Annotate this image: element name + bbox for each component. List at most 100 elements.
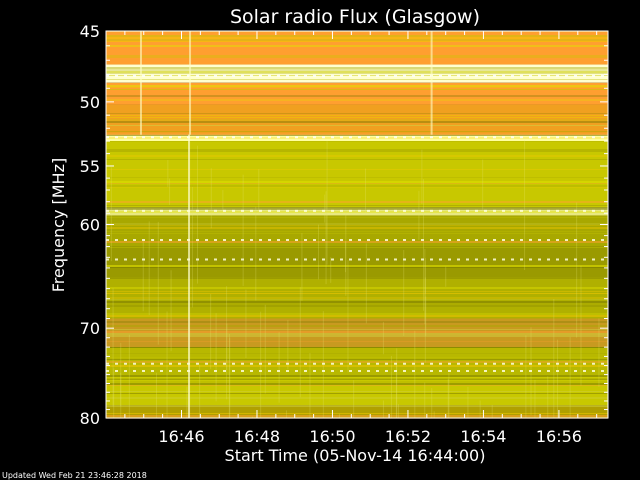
updated-timestamp: Updated Wed Feb 21 23:46:28 2018 [2,471,147,480]
heatmap-channel [106,297,608,299]
heatmap-streak [120,372,122,407]
heatmap-channel [106,359,608,360]
heatmap-channel [106,341,608,342]
x-tick-label: 16:52 [385,427,431,446]
heatmap-band [106,246,608,279]
heatmap-streak [433,411,435,418]
heatmap-streak [325,191,327,285]
heatmap-channel [106,99,608,101]
heatmap-streak [569,336,571,418]
heatmap-streak [222,190,224,213]
heatmap-streak [422,179,424,311]
heatmap-channel [106,125,608,126]
heatmap-streak [424,277,426,363]
heatmap-channel [106,187,608,188]
heatmap-channel [106,385,608,386]
heatmap-channel [106,329,608,330]
heatmap-streak [525,335,527,418]
heatmap-streak [382,400,384,418]
heatmap-streak [226,323,228,371]
heatmap-streak [110,167,112,262]
heatmap-streak [142,239,144,312]
heatmap-channel [106,331,608,333]
heatmap-streak [228,333,230,418]
heatmap-channel [106,93,608,94]
heatmap-streak [424,249,426,324]
heatmap-streak [210,168,212,229]
heatmap-channel [106,325,608,327]
heatmap-channel [106,37,608,39]
heatmap-streak [347,259,349,373]
heatmap-channel [106,35,608,37]
heatmap-channel [106,181,608,183]
heatmap-channel [106,299,608,300]
heatmap-streak [166,311,168,418]
heatmap-streak [112,288,114,407]
heatmap-channel [106,183,608,184]
heatmap-channel [106,415,608,417]
heatmap-channel [106,135,608,136]
heatmap-streak [324,194,326,223]
heatmap-channel [106,131,608,132]
heatmap-channel [106,185,608,187]
heatmap-channel [106,247,608,248]
heatmap-streak [364,168,366,216]
heatmap-channel [106,305,608,307]
heatmap-streak [424,382,426,418]
heatmap-channel [106,69,608,71]
heatmap-streak [448,372,450,418]
heatmap-streak [255,206,257,301]
heatmap-streak [157,221,159,345]
heatmap-streak [169,178,171,205]
heatmap-streak [260,311,262,418]
heatmap-channel [106,375,608,377]
heatmap-streak [447,379,449,418]
heatmap-channel [106,397,608,399]
heatmap-streak [397,404,399,418]
heatmap-channel [106,333,608,335]
heatmap-channel [106,413,608,414]
heatmap-streak [467,386,469,418]
heatmap-channel [106,365,608,367]
heatmap-streak [251,416,253,418]
heatmap-streak [170,270,172,352]
heatmap-channel [106,137,608,139]
heatmap-channel [106,335,608,337]
heatmap-streak [229,337,231,418]
heatmap-channel [106,201,608,203]
heatmap-channel [106,79,608,80]
heatmap-channel [106,287,608,289]
heatmap-channel [106,117,608,118]
heatmap-channel [106,379,608,380]
heatmap-streak [534,379,536,418]
heatmap-channel [106,207,608,209]
heatmap-channel [106,225,608,226]
heatmap-channel [106,85,608,87]
heatmap-channel [106,393,608,394]
heatmap-streak [598,318,600,387]
heatmap-streak [425,296,427,336]
heatmap-channel [106,405,608,407]
heatmap-channel [106,265,608,267]
heatmap-streak [278,332,280,403]
heatmap-streak [414,330,416,418]
y-axis-title: Frequency [MHz] [49,158,68,292]
heatmap-streak [365,243,367,324]
x-tick-label: 16:54 [460,427,506,446]
heatmap-channel [106,383,608,385]
heatmap-streak [491,404,493,418]
heatmap-channel [106,303,608,305]
heatmap-channel [106,233,608,234]
heatmap-streak [338,413,340,418]
chart-title: Solar radio Flux (Glasgow) [230,6,480,28]
heatmap-streak [210,294,212,370]
heatmap-streak [155,372,157,418]
heatmap-channel [106,67,608,69]
heatmap-streak [148,221,150,316]
heatmap-streak [395,364,397,418]
time-discontinuity [189,31,192,135]
heatmap-channel [106,241,608,243]
heatmap-streak [113,368,115,418]
heatmap-channel [106,377,608,378]
